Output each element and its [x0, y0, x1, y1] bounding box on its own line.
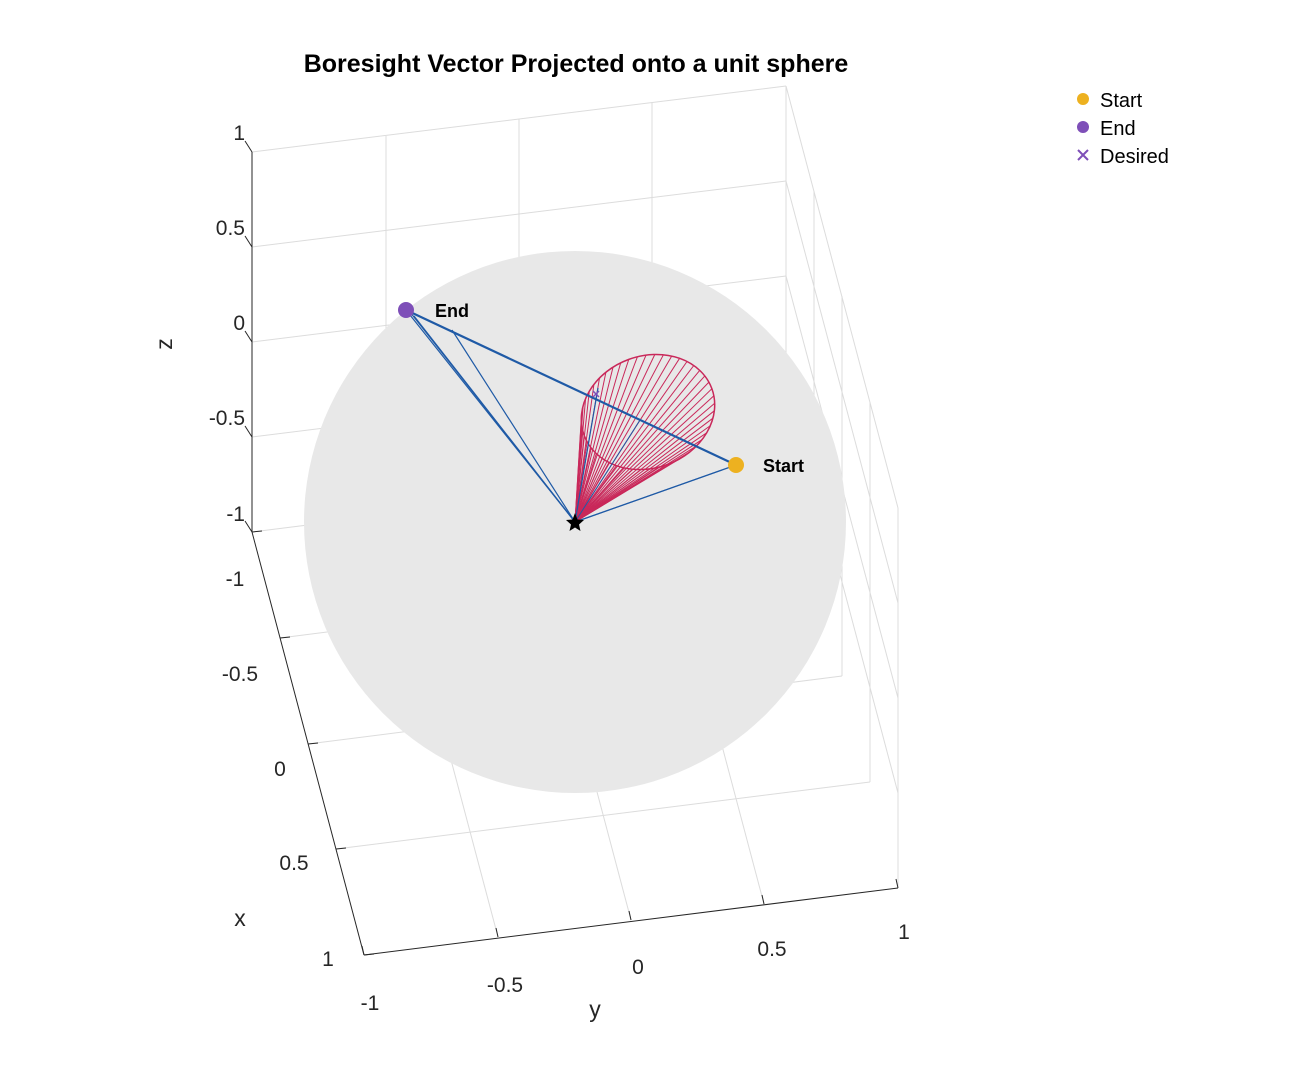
cone-spoke — [574, 391, 590, 523]
legend: Start End Desired — [1077, 90, 1169, 168]
boresight-path — [405, 309, 737, 523]
cone-spoke — [574, 367, 614, 523]
y-tick-label: 0 — [632, 956, 644, 979]
x-tick-label: 0 — [274, 758, 286, 781]
y-tick-label: 1 — [898, 921, 910, 944]
y-tick-labels: -1 -0.5 0 0.5 1 — [361, 921, 910, 1015]
cone-spoke — [574, 417, 714, 523]
cone-spoke — [574, 469, 642, 523]
boresight-vector — [574, 469, 723, 523]
boresight-vector — [574, 387, 599, 523]
cone-spoke — [574, 375, 706, 523]
axes-lines — [244, 140, 899, 956]
legend-start-label: Start — [1100, 90, 1143, 112]
cone-spoke — [574, 370, 701, 523]
start-annotation: Start — [763, 456, 804, 476]
cone-spoke — [574, 355, 673, 523]
x-tick-label: 0.5 — [279, 852, 308, 875]
x-tick-label: 1 — [322, 948, 334, 971]
cone-spoke — [574, 362, 622, 523]
y-tick-label: -1 — [361, 992, 380, 1015]
z-tick-label: 0.5 — [216, 217, 245, 240]
boresight-vector — [574, 419, 641, 523]
y-tick-label: 0.5 — [757, 938, 786, 961]
cone-spoke — [574, 384, 595, 523]
origin-star — [566, 513, 584, 531]
legend-end-marker — [1077, 121, 1089, 133]
cone-spoke — [574, 372, 607, 523]
x-tick-label: -1 — [226, 568, 245, 591]
z-axis-label: z — [151, 338, 177, 350]
boresight-vector — [451, 329, 576, 523]
desired-markers — [399, 304, 600, 398]
cone-spoke — [574, 359, 630, 523]
y-axis-label: y — [589, 996, 601, 1022]
x-tick-label: -0.5 — [222, 663, 258, 686]
start-to-end-path — [405, 309, 737, 466]
y-tick-label: -0.5 — [487, 974, 523, 997]
cone-spoke — [574, 466, 659, 523]
legend-end-label: End — [1100, 118, 1136, 140]
x-tick-labels: -1 -0.5 0 0.5 1 — [222, 568, 334, 971]
z-tick-labels: 1 0.5 0 -0.5 -1 — [209, 122, 245, 526]
legend-desired-label: Desired — [1100, 146, 1169, 168]
cone-spoke — [574, 354, 656, 523]
legend-desired-marker — [1077, 149, 1089, 161]
boresight-vector — [413, 315, 576, 523]
start-marker — [728, 457, 744, 473]
z-tick-label: 1 — [233, 122, 245, 145]
cone-spoke — [574, 355, 647, 523]
cone-spoke — [574, 381, 710, 523]
cone-spoke — [574, 468, 651, 523]
cone-spoke — [574, 388, 713, 523]
chart-title: Boresight Vector Projected onto a unit s… — [304, 50, 849, 78]
cone-spoke — [574, 468, 633, 523]
legend-start-marker — [1077, 93, 1089, 105]
cone-spoke — [574, 361, 688, 523]
end-annotation: End — [435, 301, 469, 321]
cone-spoke — [574, 402, 716, 523]
cone-spoke — [574, 354, 664, 523]
z-tick-label: -1 — [226, 503, 245, 526]
z-tick-label: -0.5 — [209, 407, 245, 430]
cone-spoke — [574, 356, 638, 523]
x-axis-label: x — [234, 905, 246, 931]
cone-spoke — [574, 365, 695, 523]
z-tick-label: 0 — [233, 312, 245, 335]
